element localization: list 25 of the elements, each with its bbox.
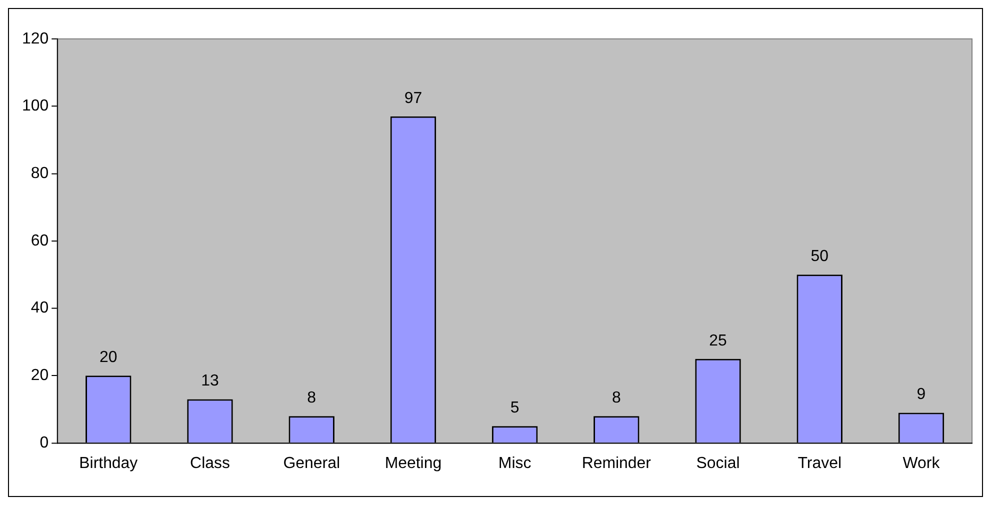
data-label: 25 xyxy=(709,332,728,350)
y-tick-label: 80 xyxy=(30,164,49,182)
data-label: 8 xyxy=(612,390,621,407)
data-label: 20 xyxy=(100,349,118,366)
y-tick-label: 100 xyxy=(22,98,49,115)
x-tick-label: Birthday xyxy=(79,454,138,472)
data-label: 8 xyxy=(307,390,316,407)
x-tick-label: Travel xyxy=(798,454,842,472)
y-tick-label: 0 xyxy=(40,434,49,452)
x-tick-label: Work xyxy=(902,454,940,472)
data-label: 5 xyxy=(510,400,520,417)
x-tick-label: Meeting xyxy=(384,454,442,472)
data-label: 50 xyxy=(810,248,829,266)
data-label: 9 xyxy=(916,386,926,404)
data-label: 97 xyxy=(404,90,422,107)
y-tick-label: 20 xyxy=(30,367,49,384)
y-tick-label: 120 xyxy=(22,30,49,48)
x-tick-label: Social xyxy=(696,454,740,472)
data-label: 13 xyxy=(201,372,220,390)
x-tick-label: Class xyxy=(190,454,230,472)
y-tick-label: 40 xyxy=(30,300,49,317)
y-tick-label: 60 xyxy=(30,232,49,250)
x-tick-label: Reminder xyxy=(582,454,652,472)
x-tick-label: Misc xyxy=(498,454,532,472)
x-tick-label: General xyxy=(283,454,340,472)
